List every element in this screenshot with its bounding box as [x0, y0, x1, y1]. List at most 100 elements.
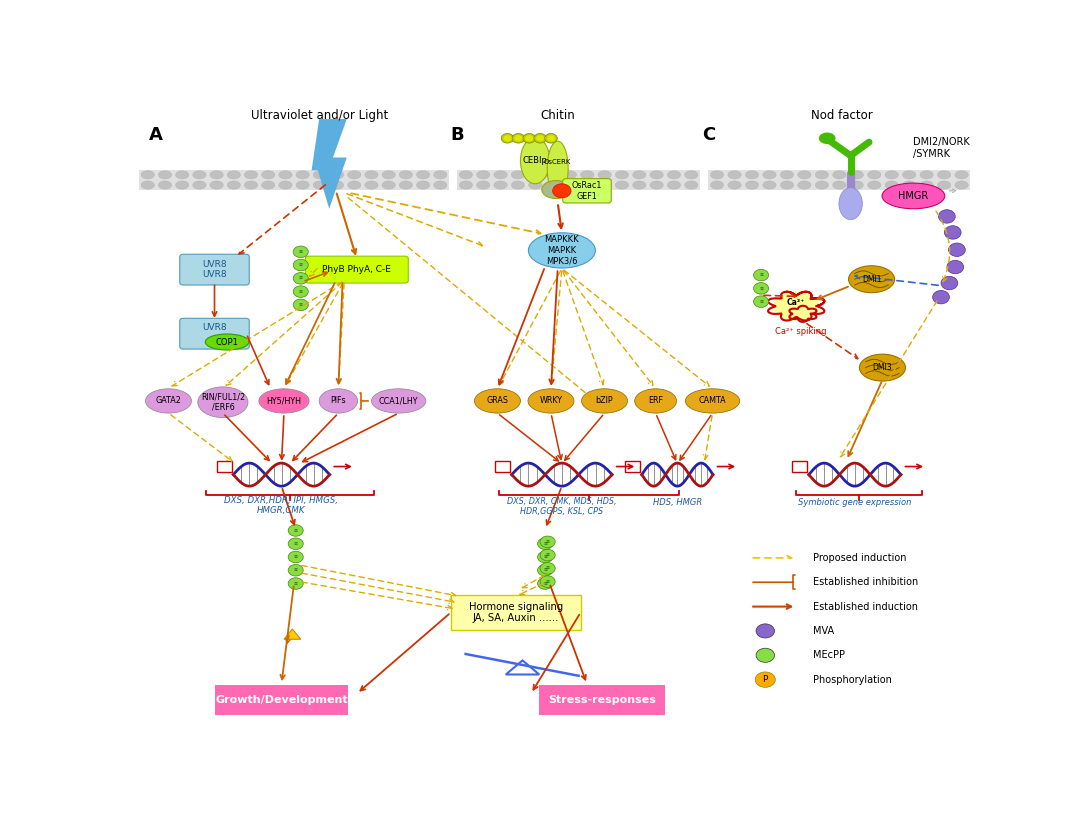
FancyBboxPatch shape [563, 179, 611, 203]
Text: C: C [702, 126, 715, 144]
Ellipse shape [288, 552, 303, 562]
Ellipse shape [633, 181, 646, 189]
Ellipse shape [903, 181, 916, 189]
Ellipse shape [937, 181, 950, 189]
Ellipse shape [494, 171, 508, 179]
Ellipse shape [955, 181, 969, 189]
Ellipse shape [780, 181, 794, 189]
Text: PhyB PhyA, C-E: PhyB PhyA, C-E [322, 265, 391, 274]
Ellipse shape [540, 562, 555, 574]
Ellipse shape [538, 577, 553, 589]
Ellipse shape [210, 181, 224, 189]
Ellipse shape [756, 648, 774, 662]
Ellipse shape [279, 171, 292, 179]
Text: Ultraviolet and/or Light: Ultraviolet and/or Light [251, 109, 388, 122]
Ellipse shape [536, 135, 544, 141]
Ellipse shape [598, 181, 611, 189]
Ellipse shape [773, 292, 820, 320]
Ellipse shape [745, 171, 759, 179]
Text: ≡: ≡ [299, 276, 302, 281]
Ellipse shape [798, 171, 811, 179]
Ellipse shape [259, 389, 309, 414]
Ellipse shape [616, 171, 629, 179]
Text: UVR8
UVR8: UVR8 UVR8 [202, 260, 227, 280]
Ellipse shape [540, 549, 555, 561]
Ellipse shape [348, 181, 361, 189]
Text: Established induction: Established induction [813, 602, 918, 612]
Text: ≡: ≡ [545, 579, 550, 584]
Ellipse shape [176, 171, 189, 179]
Polygon shape [284, 629, 300, 639]
Ellipse shape [616, 181, 629, 189]
Ellipse shape [313, 171, 326, 179]
Ellipse shape [553, 184, 571, 198]
Ellipse shape [544, 133, 557, 143]
Ellipse shape [815, 181, 828, 189]
Ellipse shape [833, 181, 846, 189]
Text: P: P [762, 675, 768, 684]
Text: ≡: ≡ [545, 566, 550, 571]
Text: ≡: ≡ [294, 581, 298, 586]
Ellipse shape [198, 387, 248, 418]
FancyBboxPatch shape [306, 256, 408, 283]
Ellipse shape [867, 171, 881, 179]
Ellipse shape [288, 577, 303, 589]
Ellipse shape [850, 171, 864, 179]
Ellipse shape [433, 181, 447, 189]
Text: DMI1: DMI1 [862, 275, 881, 284]
Ellipse shape [546, 135, 555, 141]
Ellipse shape [650, 181, 663, 189]
Text: OsCERK: OsCERK [544, 159, 571, 165]
Bar [539, 685, 665, 716]
Ellipse shape [159, 171, 172, 179]
Text: ≡: ≡ [545, 552, 550, 557]
Text: A: A [149, 126, 163, 144]
Text: ≡: ≡ [543, 567, 548, 572]
Ellipse shape [288, 525, 303, 537]
Text: ≡: ≡ [299, 263, 302, 268]
Ellipse shape [947, 260, 963, 274]
Text: ≡: ≡ [294, 554, 298, 559]
Text: Hormone signaling
JA, SA, Auxin ......: Hormone signaling JA, SA, Auxin ...... [469, 602, 563, 623]
Ellipse shape [210, 171, 224, 179]
Ellipse shape [293, 299, 308, 310]
Ellipse shape [542, 181, 570, 199]
Text: Proposed induction: Proposed induction [813, 553, 906, 563]
Text: DXS, DXR, CMK, MDS, HDS,
HDR,GGPS, KSL, CPS: DXS, DXR, CMK, MDS, HDS, HDR,GGPS, KSL, … [508, 497, 617, 517]
Text: GATA2: GATA2 [156, 396, 181, 405]
Ellipse shape [635, 389, 676, 414]
Ellipse shape [667, 181, 680, 189]
Text: CCA1/LHY: CCA1/LHY [379, 396, 418, 405]
Text: CEBIp: CEBIp [523, 156, 548, 166]
Ellipse shape [382, 171, 395, 179]
Bar [708, 171, 970, 190]
Ellipse shape [755, 672, 775, 687]
Text: Chitin: Chitin [540, 109, 575, 122]
Ellipse shape [754, 296, 769, 307]
Text: OsRac1
GEF1: OsRac1 GEF1 [571, 181, 603, 201]
Ellipse shape [745, 181, 759, 189]
Text: Phosphorylation: Phosphorylation [813, 675, 892, 685]
Text: MEcPP: MEcPP [813, 651, 845, 661]
Text: P: P [558, 186, 565, 196]
Ellipse shape [400, 171, 413, 179]
Ellipse shape [780, 171, 794, 179]
Ellipse shape [667, 171, 680, 179]
Ellipse shape [564, 181, 577, 189]
Ellipse shape [650, 171, 663, 179]
Bar [217, 461, 232, 473]
Text: Symbiotic gene expression: Symbiotic gene expression [798, 498, 912, 508]
Ellipse shape [503, 135, 512, 141]
Ellipse shape [933, 290, 949, 304]
Ellipse shape [798, 181, 811, 189]
Text: ≡: ≡ [543, 542, 548, 547]
Ellipse shape [372, 389, 426, 414]
Ellipse shape [205, 334, 248, 350]
Text: WRKY: WRKY [540, 396, 563, 405]
Ellipse shape [839, 187, 862, 220]
Ellipse shape [564, 171, 577, 179]
Text: ≡: ≡ [759, 273, 764, 278]
Polygon shape [312, 119, 347, 209]
Ellipse shape [685, 171, 698, 179]
Text: ≡: ≡ [299, 250, 302, 255]
